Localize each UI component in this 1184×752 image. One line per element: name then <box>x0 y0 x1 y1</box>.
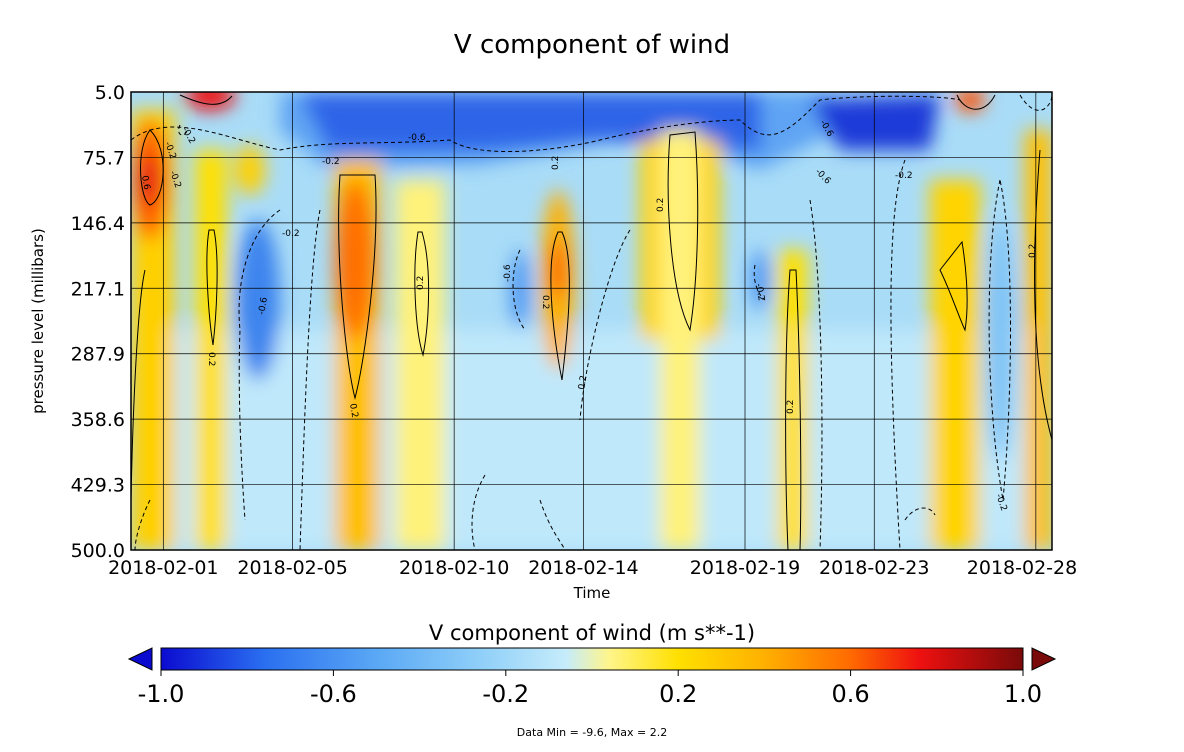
x-tick-label: 2018-02-10 <box>399 557 509 579</box>
y-axis: 5.0 75.7 146.4 217.1 287.9 358.6 429.3 500.0 <box>71 82 125 562</box>
svg-text:0.2: 0.2 <box>540 295 550 309</box>
svg-text:0.2: 0.2 <box>416 276 426 290</box>
x-axis-label: Time <box>573 584 611 602</box>
colorbar <box>160 647 1024 671</box>
y-tick-label: 429.3 <box>71 475 125 497</box>
y-tick-label: 146.4 <box>71 213 125 235</box>
x-tick-label: 2018-02-05 <box>237 557 347 579</box>
svg-text:0.2: 0.2 <box>786 400 796 414</box>
svg-text:0.2: 0.2 <box>347 403 359 419</box>
svg-text:-0.2: -0.2 <box>282 229 300 239</box>
x-tick-label: 2018-02-23 <box>819 557 929 579</box>
y-tick-label: 358.6 <box>71 409 125 431</box>
x-tick-label: 2018-02-14 <box>528 557 638 579</box>
svg-text:-0.6: -0.6 <box>503 264 513 282</box>
svg-text:0.6: 0.6 <box>139 175 151 191</box>
colorbar-tick-label: -1.0 <box>138 680 185 708</box>
colorbar-tick-label: 0.6 <box>832 680 870 708</box>
svg-text:0.2: 0.2 <box>656 198 666 212</box>
x-tick-label: 2018-02-19 <box>690 557 800 579</box>
y-tick-label: 287.9 <box>71 344 125 366</box>
svg-text:-0.2: -0.2 <box>322 157 340 167</box>
contours <box>131 94 1052 550</box>
chart-title: V component of wind <box>454 30 730 60</box>
y-tick-label: 75.7 <box>83 147 125 169</box>
data-min-max-note: Data Min = -9.6, Max = 2.2 <box>517 726 667 739</box>
y-axis-label: pressure level (millibars) <box>29 228 47 414</box>
x-axis: 2018-02-01 2018-02-05 2018-02-10 2018-02-14… <box>108 557 1077 579</box>
colorbar-tick-label: 0.2 <box>659 680 697 708</box>
grid <box>131 92 1052 550</box>
colorbar-max-extend-arrow <box>1031 647 1057 671</box>
colorbar-tick-label: -0.6 <box>310 680 357 708</box>
svg-text:0.2: 0.2 <box>551 156 561 170</box>
colorbar-tick-label: -0.2 <box>482 680 529 708</box>
svg-text:-0.2: -0.2 <box>895 171 913 181</box>
colorbar-ticks: -1.0 -0.6 -0.2 0.2 0.6 1.0 <box>138 670 1042 708</box>
x-tick-label: 2018-02-28 <box>967 557 1077 579</box>
plot-frame <box>130 91 1053 551</box>
y-tick-label: 500.0 <box>71 540 125 562</box>
svg-text:-0.2: -0.2 <box>753 283 766 302</box>
y-tick-label: 5.0 <box>95 82 125 104</box>
colorbar-title: V component of wind (m s**-1) <box>429 621 755 645</box>
colorbar-min-extend-arrow <box>127 647 153 671</box>
svg-text:0.2: 0.2 <box>206 352 216 366</box>
heatmap-field: -0.2 -0.2 -0.6 -0.2 -0.6 -0.2 -0.6 0.6 0… <box>131 92 1052 550</box>
svg-text:0.2: 0.2 <box>1028 244 1038 258</box>
x-tick-label: 2018-02-01 <box>108 557 218 579</box>
svg-text:-0.6: -0.6 <box>408 133 426 143</box>
y-tick-label: 217.1 <box>71 278 125 300</box>
colorbar-tick-label: 1.0 <box>1004 680 1042 708</box>
svg-text:-0.6: -0.6 <box>257 296 270 315</box>
